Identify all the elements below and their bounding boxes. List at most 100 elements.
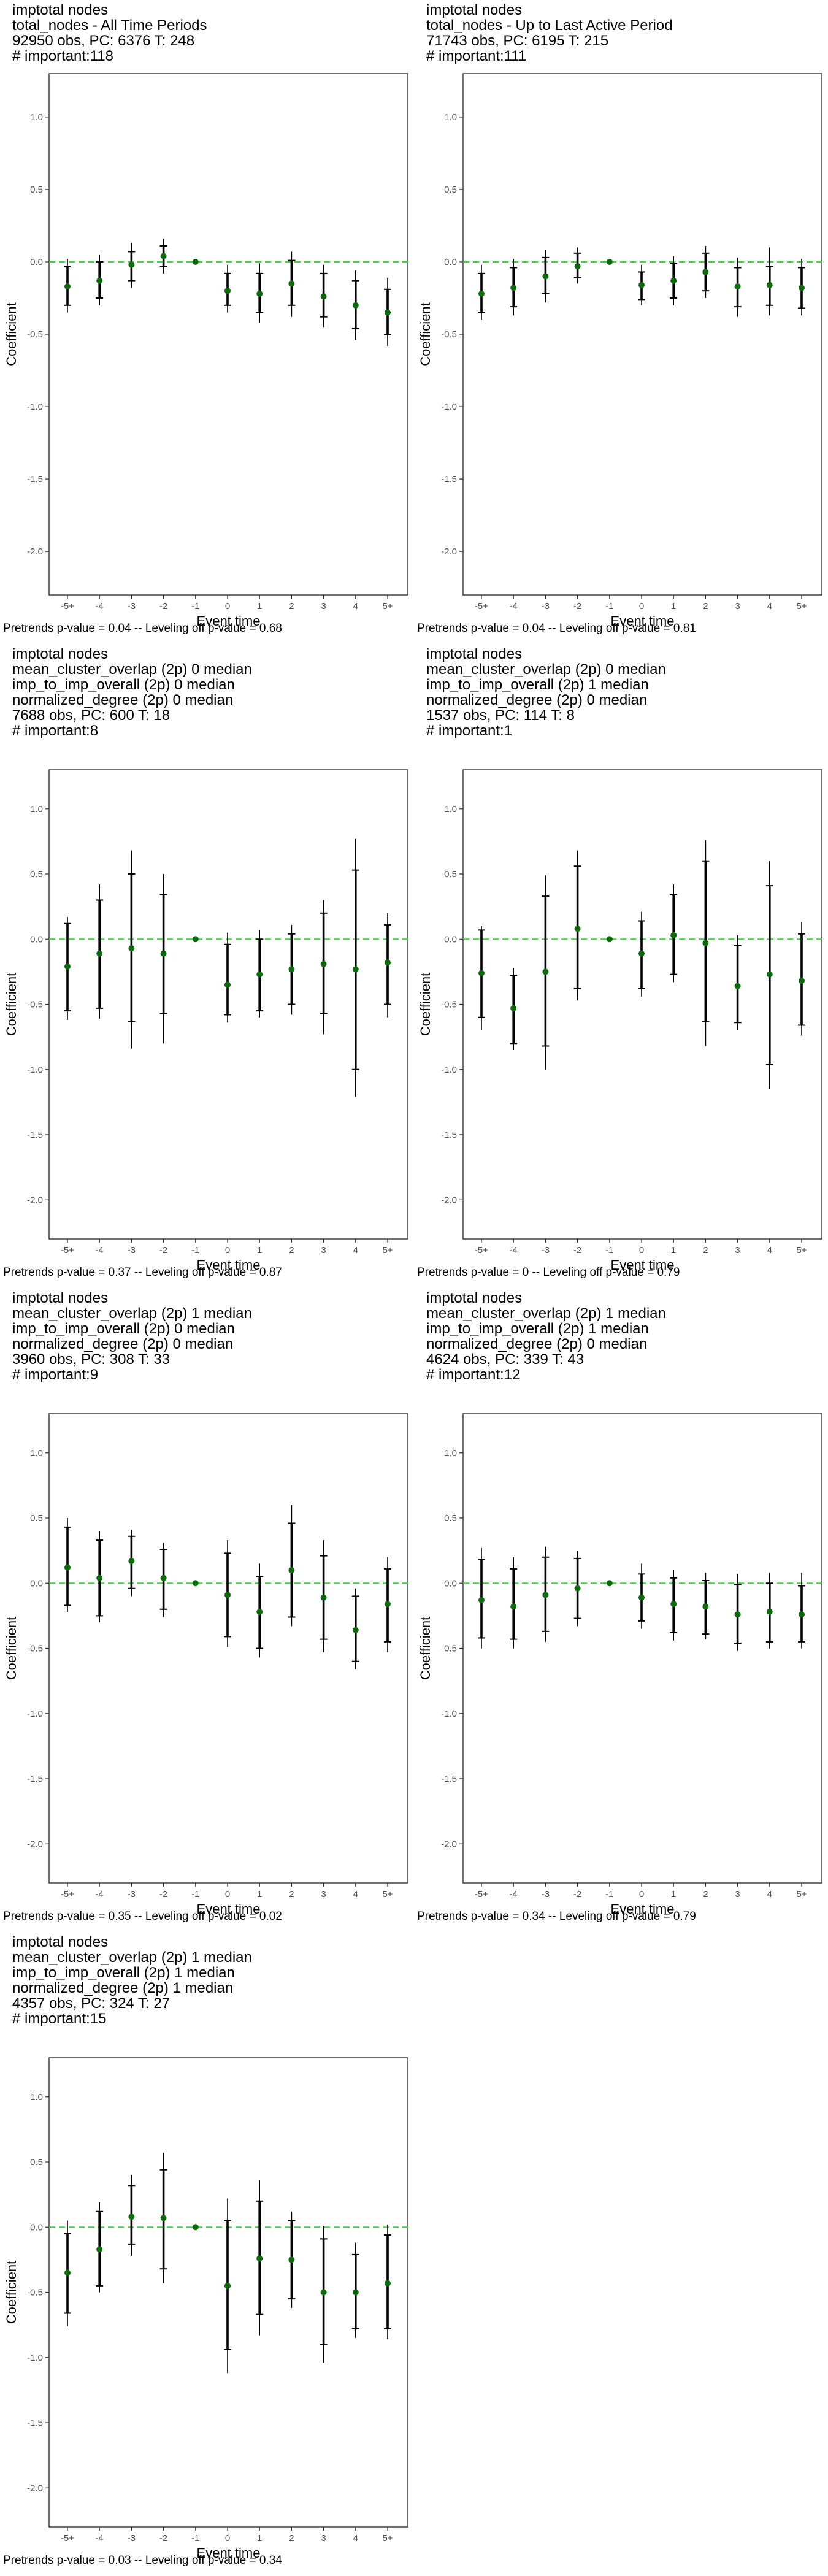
coefficient-point [224, 288, 231, 294]
coefficient-point [542, 968, 549, 975]
x-tick-label: -4 [96, 601, 104, 611]
chart-title-line: 4357 obs, PC: 324 T: 27 [12, 1995, 171, 2012]
y-tick-label: 0.0 [444, 934, 457, 945]
coefficient-point [288, 966, 295, 973]
chart-title-line: mean_cluster_overlap (2p) 1 median [12, 1949, 252, 1966]
x-tick-label: 3 [321, 2533, 326, 2543]
coefficient-point [799, 978, 805, 984]
chart-title-line: # important:1 [426, 723, 513, 739]
y-tick-label: -2.0 [441, 546, 457, 557]
coefficient-point [670, 1601, 677, 1608]
x-tick-label: 5+ [796, 1245, 807, 1255]
chart-title-line: # important:118 [12, 48, 113, 64]
coefficient-point [160, 2215, 167, 2221]
coefficient-point [128, 945, 135, 952]
x-tick-label: -3 [542, 1889, 550, 1899]
x-tick-label: -5+ [61, 2533, 74, 2543]
x-tick-label: -3 [128, 2533, 136, 2543]
chart-panel: imptotal nodes mean_cluster_overlap (2p) … [0, 1932, 414, 2576]
x-tick-label: -3 [128, 601, 136, 611]
x-tick-label: 5+ [796, 601, 807, 611]
x-tick-label: 1 [257, 601, 262, 611]
x-tick-label: -5+ [475, 1889, 488, 1899]
x-tick-label: 4 [353, 601, 358, 611]
chart-title-line: normalized_degree (2p) 0 median [12, 692, 234, 708]
chart-title-line: # important:111 [426, 48, 527, 64]
x-tick-label: -5+ [61, 1889, 74, 1899]
plot-frame [48, 1413, 408, 1884]
coefficient-point [606, 258, 613, 265]
plot-frame [462, 769, 822, 1240]
errorbar-plot: 1.0 0.5 0.0 -0.5 -1.0 -1.5 -2.0 -5+ -4 -3 -2 -1 0 1 2 3… [4, 1413, 408, 1917]
y-tick-label: 0.0 [30, 1578, 43, 1589]
coefficient-point [320, 960, 327, 967]
x-tick-label: -2 [573, 1889, 581, 1899]
coefficient-point [224, 2282, 231, 2289]
y-tick-label: 0.0 [444, 257, 457, 267]
y-tick-label: -1.0 [27, 2353, 43, 2363]
chart-title-line: 4624 obs, PC: 339 T: 43 [426, 1351, 585, 1368]
x-axis-label: Event time [197, 613, 261, 629]
coefficient-point [320, 1594, 327, 1601]
x-tick-label: -4 [96, 1245, 104, 1255]
chart-title-line: # important:15 [12, 2011, 107, 2027]
chart-title-line: imptotal nodes [12, 1934, 109, 1950]
errorbar-plot: 1.0 0.5 0.0 -0.5 -1.0 -1.5 -2.0 -5+ -4 -3 -2 -1 0 1 2 3… [4, 769, 408, 1273]
y-axis-label: Coefficient [418, 1617, 433, 1681]
chart-title-line: # important:12 [426, 1367, 521, 1383]
y-tick-label: -1.5 [441, 1774, 457, 1784]
y-tick-label: 0.5 [444, 869, 457, 880]
chart-title-line: imptotal nodes [426, 646, 523, 662]
chart-title-line: imptotal nodes [426, 2, 523, 18]
x-tick-label: 5+ [382, 1245, 393, 1255]
pvalue-caption: Pretrends p-value = 0.04 -- Leveling off… [3, 622, 282, 635]
chart-title-line: imp_to_imp_overall (2p) 1 median [12, 1965, 235, 1981]
x-axis-label: Event time [611, 1901, 675, 1917]
x-tick-label: 3 [735, 1245, 740, 1255]
coefficient-point [574, 263, 581, 270]
coefficient-point [385, 309, 391, 316]
chart-title-line: 92950 obs, PC: 6376 T: 248 [12, 33, 195, 49]
y-tick-label: -2.0 [27, 2483, 43, 2493]
x-tick-label: 2 [703, 1245, 708, 1255]
x-axis-label: Event time [611, 1257, 675, 1273]
chart-panel: imptotal nodes mean_cluster_overlap (2p) … [414, 644, 828, 1288]
y-tick-label: -1.5 [27, 474, 43, 485]
y-tick-label: 0.5 [30, 869, 43, 880]
y-tick-label: 0.5 [30, 1513, 43, 1524]
plot-frame [48, 73, 408, 596]
x-tick-label: 0 [225, 1889, 230, 1899]
coefficient-point [320, 293, 327, 300]
y-tick-label: -1.5 [441, 1130, 457, 1140]
coefficient-point [385, 959, 391, 966]
pvalue-caption: Pretrends p-value = 0 -- Leveling off p-… [417, 1266, 680, 1279]
coefficient-point [542, 1592, 549, 1598]
coefficient-point [670, 932, 677, 938]
x-tick-label: -5+ [61, 1245, 74, 1255]
y-tick-label: -2.0 [27, 546, 43, 557]
x-tick-label: 3 [735, 601, 740, 611]
chart-title: imptotal nodes mean_cluster_overlap (2p) … [12, 1290, 252, 1382]
y-axis-label: Coefficient [418, 973, 433, 1037]
x-tick-label: -3 [128, 1889, 136, 1899]
errorbar-plot: 1.0 0.5 0.0 -0.5 -1.0 -1.5 -2.0 -5+ -4 -3 -2 -1 0 1 2 3… [418, 769, 822, 1273]
x-tick-label: 2 [289, 601, 294, 611]
chart-panel: imptotal nodes mean_cluster_overlap (2p) … [0, 1288, 414, 1932]
x-tick-label: 2 [703, 1889, 708, 1899]
x-tick-label: 1 [671, 601, 676, 611]
errorbar-plot: 1.0 0.5 0.0 -0.5 -1.0 -1.5 -2.0 -5+ -4 -3 -2 -1 0 1 2 3… [4, 73, 408, 629]
coefficient-point [224, 981, 231, 988]
y-tick-label: -1.0 [441, 1065, 457, 1075]
x-tick-label: -4 [96, 2533, 104, 2543]
pvalue-caption: Pretrends p-value = 0.04 -- Leveling off… [417, 622, 696, 635]
y-tick-label: -1.5 [27, 1130, 43, 1140]
coefficient-point [160, 1574, 167, 1581]
y-axis-label: Coefficient [4, 1617, 19, 1681]
x-tick-label: 1 [671, 1889, 676, 1899]
chart-panel: imptotal nodes total_nodes - All Time Per… [0, 0, 414, 644]
coefficient-point [64, 963, 71, 970]
chart-title-line: total_nodes - All Time Periods [12, 17, 207, 34]
coefficient-point [192, 936, 199, 943]
coefficient-point [64, 1564, 71, 1571]
coefficient-point [385, 2280, 391, 2287]
